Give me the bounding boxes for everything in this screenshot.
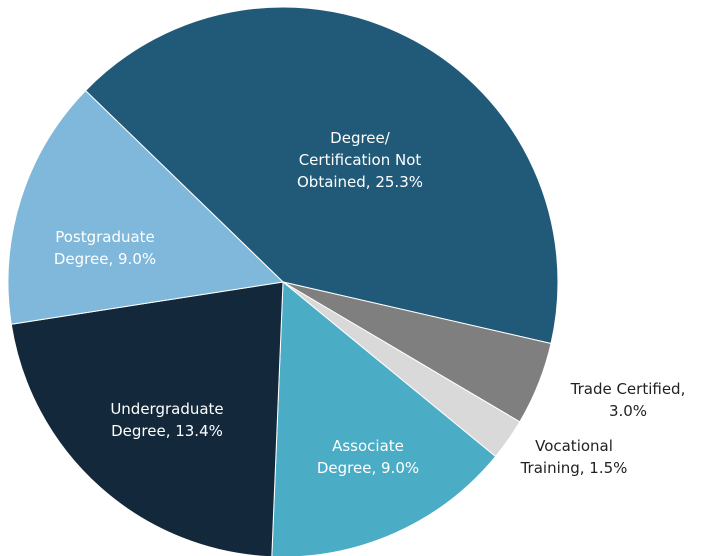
data-label: Associate Degree, 9.0%	[317, 437, 419, 477]
pie-slice	[10, 281, 284, 556]
pie-slice	[7, 89, 285, 325]
data-label: Undergraduate Degree, 13.4%	[110, 400, 223, 440]
data-label: Postgraduate Degree, 9.0%	[54, 228, 156, 268]
data-label: Trade Certified, 3.0%	[570, 380, 686, 420]
pie-slice	[84, 6, 559, 345]
data-label: Degree/Certification Not Obtained, 25.3%	[297, 129, 423, 191]
data-label: Vocational Training, 1.5%	[520, 437, 628, 477]
pie-slice	[271, 280, 497, 556]
